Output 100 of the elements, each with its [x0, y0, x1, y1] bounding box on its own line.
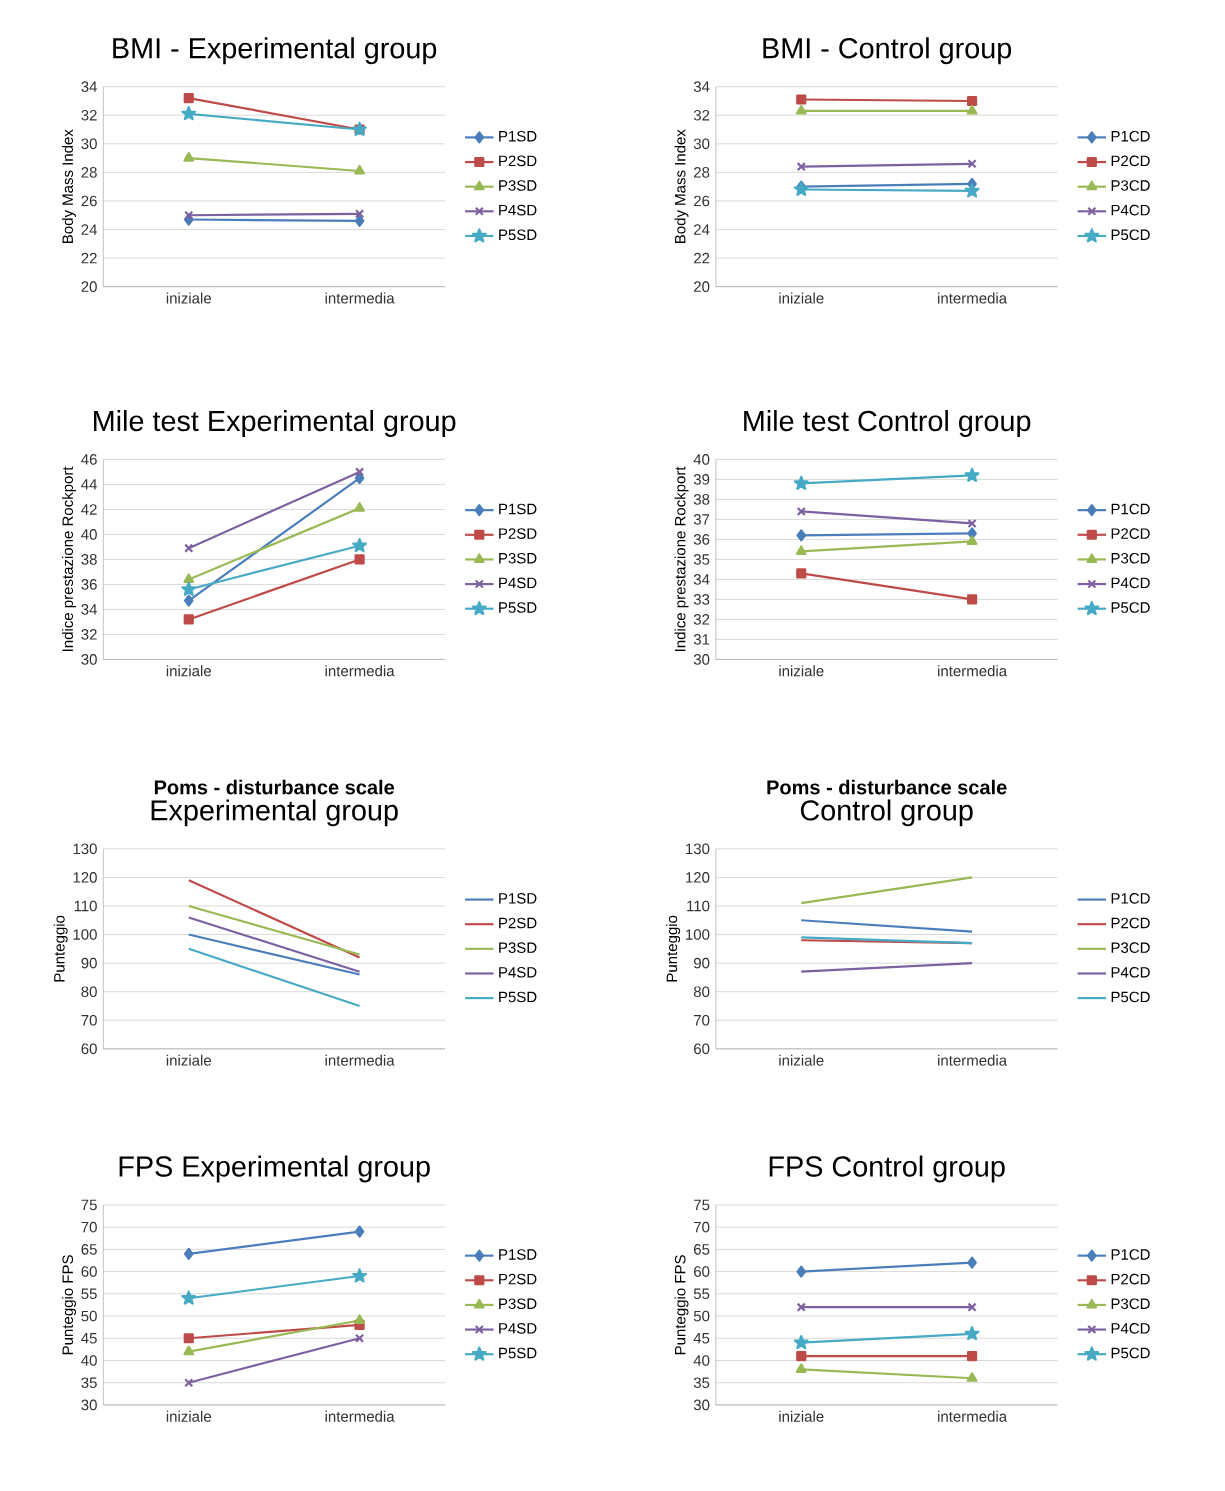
y-tick-label: 80 [693, 986, 710, 998]
y-tick-label: 26 [81, 195, 97, 207]
y-tick-label: 35 [81, 1377, 97, 1389]
y-tick-label: 42 [81, 504, 97, 515]
legend-label: P4CD [1111, 577, 1150, 589]
x-tick-label: iniziale [779, 1054, 824, 1066]
y-tick-label: 55 [81, 1288, 97, 1300]
legend-label: P2CD [1111, 155, 1150, 167]
legend-label: P1SD [499, 893, 537, 904]
y-tick-label: 32 [693, 614, 710, 625]
legend-label: P2SD [499, 1273, 537, 1285]
y-tick-label: 40 [693, 1355, 710, 1366]
legend-label: P2SD [499, 917, 537, 929]
y-tick-label: 46 [81, 454, 97, 465]
y-tick-label: 34 [693, 574, 710, 585]
y-tick-label: 80 [81, 986, 97, 998]
legend-label: P4CD [1111, 966, 1150, 978]
legend-label: P3CD [1111, 1298, 1150, 1310]
legend-label: P3SD [499, 942, 537, 953]
legend-label: P1SD [499, 1249, 537, 1260]
legend-label: P1SD [499, 503, 537, 515]
y-tick-label: 34 [693, 81, 710, 92]
y-axis-title: Punteggio FPS [62, 1255, 76, 1355]
legend-label: P5CD [1111, 602, 1150, 613]
y-tick-label: 110 [687, 900, 710, 912]
x-tick-label: intermedia [938, 1410, 1008, 1422]
x-tick-label: intermedia [325, 292, 395, 304]
y-tick-label: 36 [81, 579, 97, 590]
legend-label: P2CD [1111, 528, 1150, 539]
y-tick-label: 70 [694, 1221, 710, 1233]
y-tick-label: 60 [694, 1043, 710, 1055]
y-tick-label: 22 [81, 252, 97, 264]
legend-label: P3SD [499, 180, 537, 191]
x-tick-label: iniziale [779, 665, 824, 677]
y-tick-label: 90 [81, 957, 97, 969]
chart-title: Mile test Control group [744, 410, 1031, 437]
y-tick-label: 30 [693, 1399, 710, 1411]
y-tick-label: 33 [693, 594, 710, 605]
y-tick-label: 30 [81, 1399, 97, 1411]
x-tick-label: iniziale [779, 292, 824, 304]
legend-label: P5SD [499, 991, 537, 1003]
legend-label: P3SD [499, 1298, 537, 1310]
legend-label: P4SD [499, 577, 537, 589]
y-tick-label: 75 [694, 1199, 710, 1211]
y-tick-label: 40 [81, 529, 97, 540]
y-tick-label: 60 [694, 1266, 710, 1277]
y-tick-label: 100 [686, 929, 710, 940]
chart-title: Poms - disturbance scale [767, 779, 1007, 795]
x-tick-label: iniziale [779, 1410, 824, 1422]
legend-label: P5CD [1111, 229, 1150, 241]
chart-title: BMI - Experimental group [113, 37, 437, 65]
chart-subtitle: Control group [800, 799, 973, 827]
x-tick-label: intermedia [325, 665, 395, 677]
y-tick-label: 30 [81, 138, 97, 150]
y-tick-label: 30 [81, 654, 97, 665]
legend-label: P4SD [499, 1323, 537, 1334]
y-tick-label: 90 [693, 957, 710, 969]
y-tick-label: 70 [81, 1014, 97, 1026]
y-tick-label: 110 [74, 900, 97, 912]
x-tick-label: iniziale [166, 1410, 212, 1422]
y-tick-label: 35 [693, 554, 710, 565]
legend-label: P4SD [499, 204, 537, 216]
legend-label: P3CD [1111, 942, 1150, 953]
y-tick-label: 70 [81, 1221, 97, 1233]
y-tick-label: 30 [693, 138, 710, 150]
x-tick-label: intermedia [325, 1054, 395, 1066]
y-tick-label: 36 [693, 534, 710, 545]
y-tick-label: 35 [693, 1377, 710, 1389]
y-tick-label: 120 [686, 872, 710, 883]
legend-label: P4CD [1111, 1323, 1150, 1334]
y-tick-label: 30 [693, 654, 710, 665]
x-tick-label: intermedia [938, 292, 1008, 304]
y-tick-label: 20 [81, 281, 97, 292]
y-tick-label: 34 [81, 81, 97, 92]
y-axis-title: Body Mass Index [62, 129, 76, 243]
y-tick-label: 50 [693, 1310, 710, 1322]
y-axis-title: Punteggio FPS [674, 1255, 689, 1355]
chart-title: Poms - disturbance scale [154, 779, 395, 795]
legend-label: P2SD [499, 528, 537, 539]
y-tick-label: 31 [693, 634, 710, 645]
y-tick-label: 24 [694, 224, 710, 235]
y-tick-label: 55 [693, 1288, 710, 1300]
y-tick-label: 38 [81, 554, 97, 565]
y-tick-label: 45 [81, 1333, 97, 1344]
y-tick-label: 32 [693, 109, 710, 121]
y-tick-label: 75 [81, 1199, 97, 1211]
y-tick-label: 130 [686, 843, 710, 855]
y-tick-label: 100 [73, 929, 97, 940]
y-tick-label: 32 [81, 629, 97, 640]
y-tick-label: 40 [81, 1355, 97, 1366]
y-tick-label: 60 [81, 1043, 97, 1055]
y-tick-label: 65 [694, 1244, 710, 1255]
chart-title: FPS Control group [769, 1155, 1005, 1183]
legend-label: P5CD [1111, 1347, 1150, 1359]
y-tick-label: 28 [694, 167, 710, 178]
y-tick-label: 45 [693, 1333, 710, 1344]
x-tick-label: iniziale [166, 292, 212, 304]
y-tick-label: 40 [693, 454, 710, 465]
x-tick-label: intermedia [938, 1054, 1008, 1066]
y-axis-title: Punteggio [666, 915, 681, 982]
